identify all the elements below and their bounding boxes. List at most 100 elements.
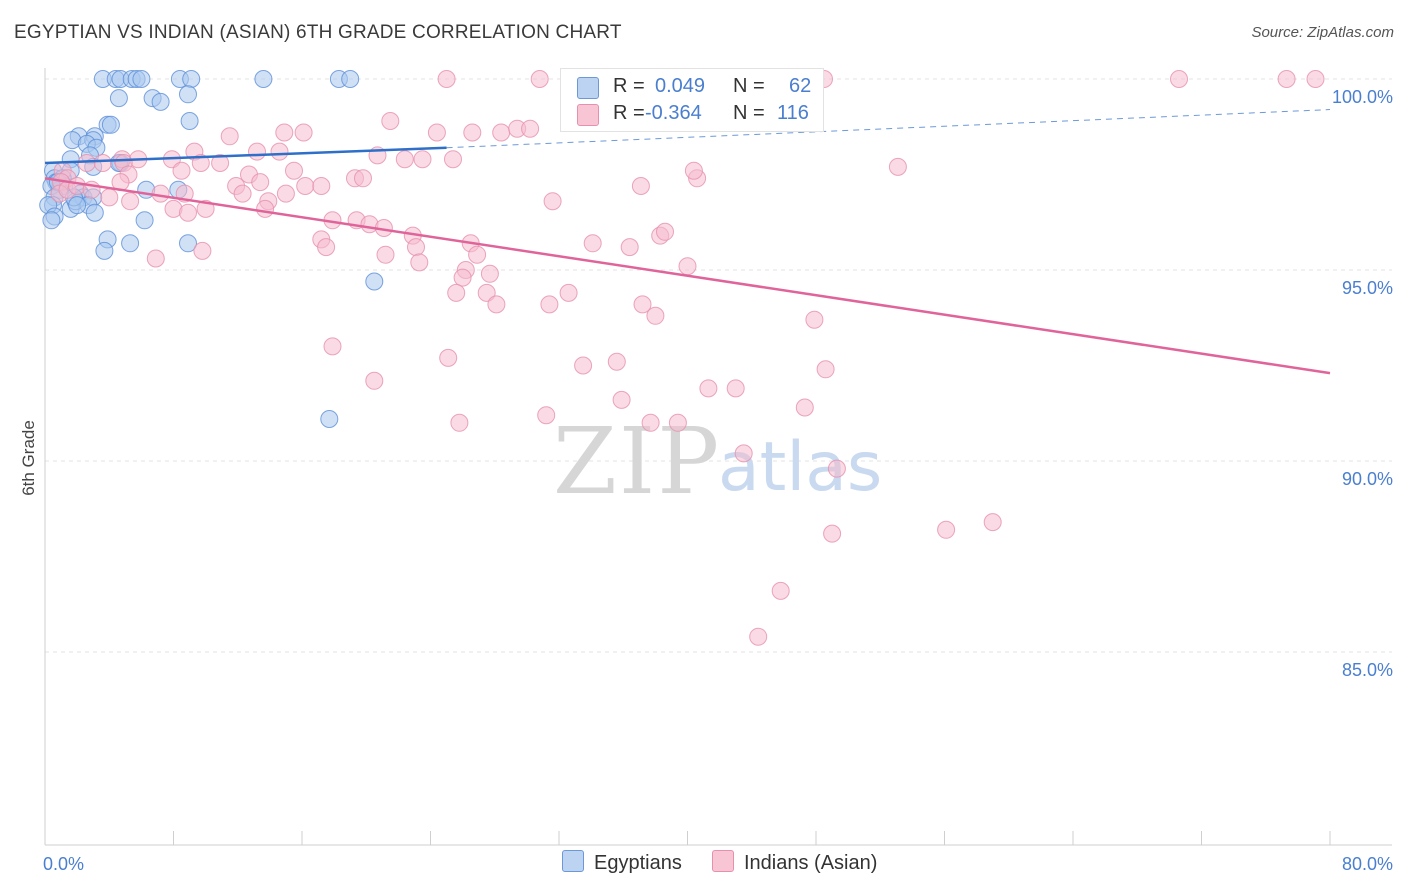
indian-point (172, 161, 191, 180)
indian-point (312, 177, 331, 195)
indian-point (574, 356, 593, 375)
indian-point (285, 161, 303, 180)
bottom-legend-indians: Indians (Asian) (712, 850, 877, 875)
egyptian-point (341, 70, 360, 88)
indian-point (656, 222, 674, 241)
indian-point (317, 238, 336, 257)
y-axis-label: 6th Grade (19, 420, 38, 496)
indian-point (276, 184, 295, 203)
indians-points (50, 70, 1325, 646)
egyptian-point (109, 89, 128, 108)
indian-point (805, 310, 824, 329)
indian-point (296, 177, 315, 195)
source-label: Source: ZipAtlas.com (1251, 24, 1394, 41)
watermark-atlas: atlas (718, 428, 882, 507)
egyptian-point (254, 70, 273, 88)
indian-point (771, 581, 790, 600)
indian-point (220, 127, 239, 146)
indian-point (395, 150, 414, 169)
indian-point (684, 161, 703, 180)
indian-point (100, 188, 119, 207)
indian-point (191, 154, 210, 172)
egyptian-point (151, 92, 170, 111)
bottom-legend-egyptians: Egyptians (562, 850, 682, 875)
indian-point (888, 157, 907, 176)
indian-point (233, 184, 252, 203)
indian-point (211, 154, 230, 172)
indian-point (410, 253, 429, 272)
y-tick-label: 85.0% (1342, 660, 1393, 680)
watermark: ZIP atlas (553, 408, 882, 515)
indian-point (146, 249, 165, 268)
indian-point (275, 123, 294, 142)
indian-point (620, 238, 639, 257)
indian-point (823, 524, 842, 543)
indian-point (734, 444, 753, 463)
indian-point (121, 192, 140, 211)
egyptian-point (132, 70, 151, 88)
egyptians-trend-line (44, 146, 447, 165)
indian-point (248, 142, 266, 161)
egyptian-point (121, 234, 140, 253)
indian-point (365, 371, 384, 390)
indian-point (521, 119, 540, 138)
indian-point (530, 70, 549, 88)
indian-point (559, 283, 578, 302)
indians-swatch (577, 104, 599, 126)
indian-point (193, 241, 212, 260)
indian-point (678, 257, 697, 276)
indian-point (983, 513, 1002, 532)
indian-point (726, 379, 745, 398)
indian-point (540, 295, 559, 314)
indian-point (646, 306, 665, 325)
indian-point (256, 199, 275, 218)
indian-point (492, 123, 511, 142)
indian-point (816, 360, 835, 379)
indian-point (439, 348, 458, 367)
indian-point (699, 379, 718, 398)
indian-point (1306, 70, 1325, 88)
indian-point (1170, 70, 1188, 88)
egyptian-point (182, 70, 201, 88)
indian-point (450, 413, 469, 432)
indian-point (583, 234, 602, 253)
egyptian-point (320, 410, 339, 428)
indian-point (77, 154, 96, 172)
indian-point (477, 283, 496, 302)
egyptian-point (180, 112, 199, 130)
gridlines (45, 78, 1392, 653)
indian-point (179, 203, 197, 222)
tick-labels: 85.0% 90.0% 95.0% 100.0% 0.0% 80.0% (43, 87, 1393, 874)
indian-point (270, 142, 289, 161)
indian-point (463, 123, 482, 142)
indian-point (427, 123, 446, 142)
indian-point (453, 268, 472, 287)
egyptian-point (101, 115, 120, 134)
egyptian-point (365, 272, 384, 291)
trend-lines (44, 109, 1331, 375)
indian-point (93, 154, 112, 172)
egyptians-legend-swatch (562, 850, 584, 872)
indian-point (543, 192, 562, 211)
indian-point (480, 264, 499, 283)
indians-n-value: 116 (777, 102, 809, 124)
watermark-zip: ZIP (553, 408, 721, 515)
chart-title: EGYPTIAN VS INDIAN (ASIAN) 6TH GRADE COR… (14, 22, 622, 43)
egyptian-point (179, 234, 197, 253)
indian-point (251, 173, 270, 192)
indian-point (537, 406, 556, 425)
y-tick-label: 90.0% (1342, 469, 1393, 489)
indian-point (468, 245, 487, 264)
indian-point (795, 398, 814, 417)
indian-point (294, 123, 313, 142)
indian-point (437, 70, 456, 88)
indians-trend-line (44, 177, 1331, 375)
indian-point (413, 150, 432, 169)
y-tick-label: 95.0% (1342, 278, 1393, 298)
indian-point (827, 459, 846, 478)
egyptians-r-value: 0.049 (655, 75, 706, 97)
indian-point (354, 169, 372, 188)
indians-r-value: -0.364 (645, 102, 702, 124)
egyptians-swatch (577, 77, 599, 99)
indians-legend-swatch (712, 850, 734, 872)
